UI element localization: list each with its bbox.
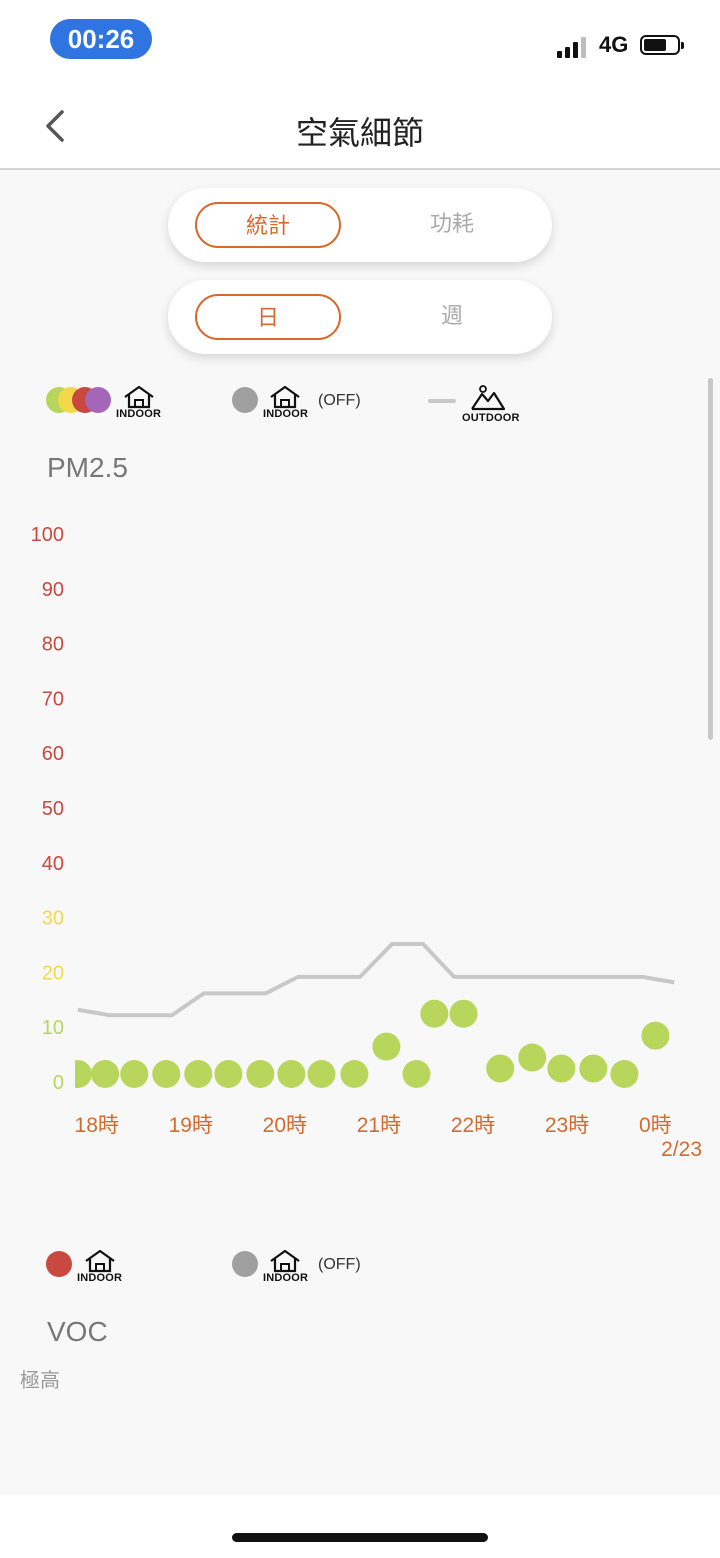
y-tick-label: 80	[42, 634, 64, 656]
air-detail-content: 統計 功耗 日 週 INDOOR INDOOR (OFF)	[0, 170, 720, 1495]
voc-indoor-off-dot	[232, 1251, 258, 1277]
home-icon	[124, 385, 154, 409]
y-tick-label: 70	[42, 688, 64, 710]
y-tick-label: 40	[42, 853, 64, 875]
battery-icon	[640, 35, 684, 55]
off-label: (OFF)	[318, 392, 361, 409]
indoor-data-point	[420, 999, 449, 1028]
y-tick-label: 0	[53, 1072, 64, 1094]
outdoor-line-swatch	[428, 399, 456, 403]
y-tick-label: 50	[42, 798, 64, 820]
indoor-data-point	[91, 1060, 120, 1088]
status-bar: 00:26 4G	[0, 0, 720, 84]
indoor-caption: INDOOR	[116, 408, 162, 420]
indoor-data-point	[579, 1054, 608, 1083]
indoor-data-point	[486, 1054, 515, 1083]
y-tick-label: 10	[42, 1017, 64, 1039]
cellular-signal-icon	[557, 36, 591, 58]
network-type: 4G	[599, 32, 629, 57]
y-tick-label: 100	[31, 524, 64, 546]
tab-day[interactable]: 日	[195, 294, 341, 340]
indoor-data-point	[402, 1060, 431, 1088]
y-tick-label: 30	[42, 908, 64, 930]
home-icon	[270, 1249, 300, 1273]
outdoor-series-line	[77, 942, 675, 1018]
tab-week[interactable]: 週	[440, 303, 463, 328]
indoor-off-caption: INDOOR	[263, 408, 309, 420]
indoor-data-point	[372, 1032, 401, 1061]
stats-power-toggle: 統計 功耗	[168, 188, 552, 262]
x-tick-label: 18時	[75, 1114, 119, 1137]
indoor-data-point	[610, 1060, 639, 1088]
indoor-data-point	[518, 1043, 547, 1072]
indoor-data-point	[246, 1060, 275, 1088]
voc-off-label: (OFF)	[318, 1256, 361, 1273]
scrollbar[interactable]	[708, 378, 713, 740]
indoor-data-point	[449, 999, 478, 1028]
pm25-chart-title: PM2.5	[47, 452, 128, 483]
indoor-data-point	[340, 1060, 369, 1088]
home-indicator[interactable]	[232, 1533, 488, 1542]
voc-indoor-off-caption: INDOOR	[263, 1272, 309, 1284]
chevron-left-icon	[46, 110, 64, 142]
pm25-chart: 0 10 20 30 40 50 60 70 80 90 100 18時 19時 20時 21時 22時 23時…	[31, 524, 702, 1160]
indoor-off-dot	[232, 387, 258, 413]
y-tick-label: 90	[42, 579, 64, 601]
day-week-toggle: 日 週	[168, 280, 552, 354]
status-time: 00:26	[50, 19, 152, 59]
home-icon	[85, 1249, 115, 1273]
page-title: 空氣細節	[295, 115, 424, 151]
indoor-data-point	[547, 1054, 576, 1083]
voc-level-label: 極高	[20, 1370, 60, 1392]
indoor-data-point	[120, 1060, 149, 1088]
indoor-data-point	[641, 1021, 670, 1050]
x-tick-label: 21時	[357, 1114, 401, 1137]
home-icon	[270, 385, 300, 409]
x-tick-label: 19時	[169, 1114, 213, 1137]
tab-power-consumption[interactable]: 功耗	[429, 211, 474, 236]
indoor-data-point	[75, 1060, 92, 1088]
x-tick-label: 0時	[639, 1114, 672, 1137]
indoor-data-point	[307, 1060, 336, 1088]
outdoor-caption: OUTDOOR	[462, 412, 520, 424]
x-tick-label: 22時	[451, 1114, 495, 1137]
date-label: 2/23	[661, 1138, 702, 1160]
tab-statistics[interactable]: 統計	[195, 202, 341, 248]
x-tick-label: 23時	[545, 1114, 589, 1137]
indoor-data-point	[152, 1060, 181, 1088]
back-button[interactable]	[36, 106, 76, 146]
indoor-data-point	[184, 1060, 213, 1088]
y-tick-label: 60	[42, 743, 64, 765]
indoor-data-point	[277, 1060, 306, 1088]
home-bar-area	[0, 1495, 720, 1558]
voc-legend: INDOOR INDOOR (OFF)	[0, 1242, 720, 1292]
voc-indoor-dot	[46, 1251, 72, 1277]
mountain-icon	[471, 385, 506, 411]
voc-indoor-caption: INDOOR	[77, 1272, 123, 1284]
pm-legend: INDOOR INDOOR (OFF) OUTDOOR	[0, 378, 720, 428]
y-tick-label: 20	[42, 962, 64, 984]
nav-bar: 空氣細節	[0, 84, 720, 170]
x-tick-label: 20時	[263, 1114, 307, 1137]
voc-chart-title: VOC	[47, 1316, 108, 1347]
indoor-data-point	[214, 1060, 243, 1088]
